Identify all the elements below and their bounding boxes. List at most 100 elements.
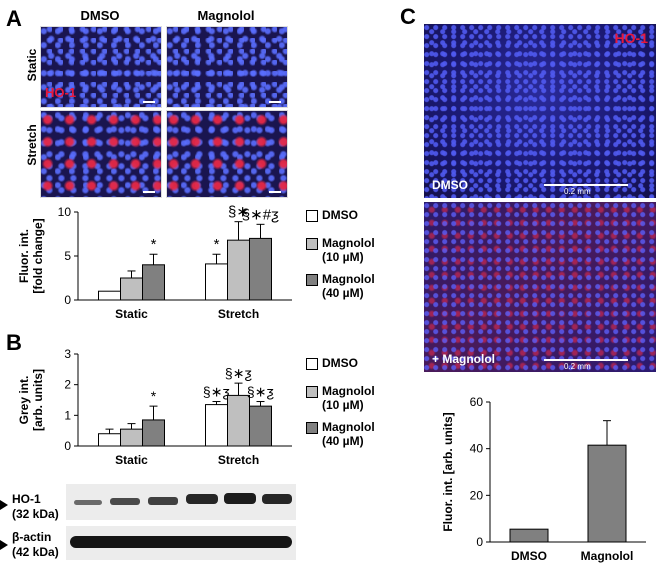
blot-band (148, 497, 178, 505)
image-label-dmso: DMSO (432, 178, 468, 192)
chart-a: 0 5 10 Fluor. int. [fold change] Static * Stret… (17, 204, 292, 321)
legend-label: DMSO (322, 208, 358, 222)
scale-bar (544, 359, 628, 361)
bar (249, 237, 272, 301)
panel-b-letter: B (6, 330, 22, 355)
y-axis-label: Fluor. int. (17, 229, 31, 283)
y-tick-label: 5 (64, 249, 71, 263)
legend-item-dmso: DMSO (306, 356, 396, 370)
bar (205, 404, 228, 447)
y-axis-label: [arb. units] (31, 369, 45, 431)
legend-b: DMSO Magnolol (10 µM) Magnolol (40 µM) (306, 356, 396, 448)
legend-item-magnolol-40: Magnolol (40 µM) (306, 420, 396, 448)
scale-bar (544, 184, 628, 186)
bar (227, 394, 250, 447)
x-tick-label: Static (115, 453, 148, 467)
legend-swatch (306, 358, 318, 370)
image-label-magnolol: + Magnolol (432, 352, 495, 366)
row-label-static: Static (25, 48, 39, 82)
tissue-image-magnolol: + Magnolol 0.2 mm (424, 202, 656, 372)
legend-item-dmso: DMSO (306, 208, 396, 222)
chart-c: 0 20 40 60 Fluor. int. [arb. units] DMSO Magno… (441, 395, 646, 563)
significance-label: §∗ƺ (225, 365, 253, 381)
y-axis-label: Fluor. int. [arb. units] (441, 412, 455, 531)
blot-band (186, 494, 218, 504)
legend-item-magnolol-40: Magnolol (40 µM) (306, 272, 396, 300)
x-tick-label: Stretch (218, 307, 259, 321)
legend-item-magnolol-10: Magnolol (10 µM) (306, 236, 396, 264)
x-tick-label: Magnolol (581, 549, 634, 563)
significance-label: * (214, 236, 220, 253)
significance-label: §∗#ƺ (242, 206, 279, 223)
bar (142, 264, 165, 301)
y-axis-label: [fold change] (31, 218, 45, 293)
y-tick-label: 10 (58, 205, 72, 219)
x-tick-label: Static (115, 307, 148, 321)
legend-label: Magnolol (10 µM) (322, 236, 375, 264)
significance-label: §∗ƺ (203, 384, 231, 400)
scale-bar (143, 101, 155, 103)
bar (587, 444, 627, 543)
blot-band (262, 494, 292, 504)
blot-band (74, 500, 102, 505)
blot-strip-ho1 (66, 484, 296, 520)
blot-label-actin: β-actin (42 kDa) (12, 530, 59, 559)
y-tick-label: 3 (64, 347, 71, 361)
col-label-magnolol: Magnolol (197, 8, 255, 23)
x-tick-label: DMSO (511, 549, 547, 563)
blot-band (224, 493, 256, 504)
scale-bar (143, 191, 155, 193)
micrograph-static-dmso: HO-1 (40, 26, 162, 108)
scale-label: 0.2 mm (564, 362, 591, 371)
y-tick-label: 20 (470, 488, 484, 502)
micrograph-static-magnolol (166, 26, 288, 108)
micrograph-stretch-dmso (40, 110, 162, 198)
y-tick-label: 40 (470, 442, 484, 456)
significance-label: §∗ƺ (247, 384, 275, 400)
legend-swatch (306, 238, 318, 250)
legend-label: DMSO (322, 356, 358, 370)
scale-bar (269, 101, 281, 103)
scale-bar (269, 191, 281, 193)
panel-a-letter: A (6, 6, 22, 31)
y-tick-label: 1 (64, 408, 71, 422)
y-axis-label: Grey int. (17, 376, 31, 425)
bar (120, 277, 143, 301)
bar (98, 433, 121, 447)
arrow-icon (0, 500, 8, 510)
panel-c-letter: C (400, 4, 416, 29)
blot-band (70, 536, 292, 548)
arrow-icon (0, 540, 8, 550)
bar (120, 428, 143, 447)
legend-label: Magnolol (40 µM) (322, 420, 375, 448)
legend-a: DMSO Magnolol (10 µM) Magnolol (40 µM) (306, 208, 396, 300)
blot-label-ho1: HO-1 (32 kDa) (12, 492, 59, 521)
blot-strip-actin (66, 526, 296, 560)
significance-label: §∗ (228, 204, 249, 221)
legend-label: Magnolol (40 µM) (322, 272, 375, 300)
scale-label: 0.2 mm (564, 187, 591, 196)
bar (227, 239, 250, 301)
tissue-image-dmso: HO-1 DMSO 0.2 mm (424, 24, 656, 198)
bar (249, 405, 272, 447)
x-tick-label: Stretch (218, 453, 259, 467)
y-tick-label: 0 (476, 535, 483, 549)
micrograph-stretch-magnolol (166, 110, 288, 198)
legend-swatch (306, 274, 318, 286)
bar (509, 528, 549, 543)
blot-band (110, 498, 140, 505)
significance-label: * (151, 236, 157, 253)
bar (142, 419, 165, 447)
y-tick-label: 0 (64, 293, 71, 307)
significance-label: * (151, 388, 157, 404)
legend-swatch (306, 422, 318, 434)
bar (205, 263, 228, 301)
legend-swatch (306, 210, 318, 222)
legend-swatch (306, 386, 318, 398)
stain-label-ho1: HO-1 (614, 30, 648, 46)
col-label-dmso: DMSO (80, 8, 120, 23)
stain-label-ho1: HO-1 (45, 85, 77, 100)
y-tick-label: 2 (64, 378, 71, 392)
y-tick-label: 60 (470, 395, 484, 409)
western-blot: HO-1 (32 kDa) β-actin (42 kDa) (0, 484, 300, 574)
